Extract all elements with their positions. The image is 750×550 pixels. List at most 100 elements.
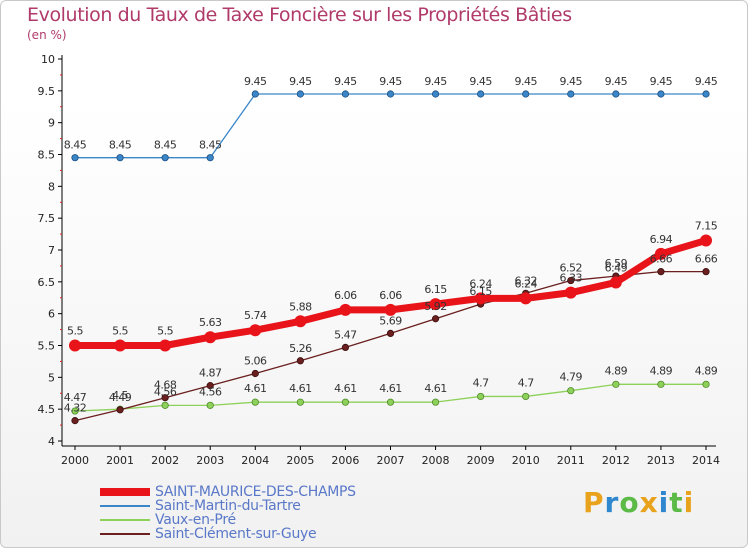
legend: SAINT-MAURICE-DES-CHAMPS Saint-Martin-du… <box>100 484 400 542</box>
data-point <box>71 417 79 425</box>
chart-title: Evolution du Taux de Taxe Foncière sur l… <box>27 4 572 26</box>
data-label: 5.5 <box>112 325 128 338</box>
data-label: 5.47 <box>334 328 357 341</box>
data-label: 4.61 <box>289 382 312 395</box>
data-label: 6.66 <box>695 253 718 266</box>
data-label: 9.45 <box>469 75 492 88</box>
data-label: 6.33 <box>560 272 583 285</box>
data-label: 5.06 <box>244 355 267 368</box>
data-point <box>522 90 530 98</box>
data-label: 5.5 <box>67 325 83 338</box>
data-point <box>431 90 440 98</box>
legend-label: Vaux-en-Pré <box>155 512 236 528</box>
x-tick-label: 2000 <box>61 454 89 467</box>
x-tick-label: 2008 <box>422 454 450 467</box>
legend-swatch-saint-maurice <box>100 488 150 496</box>
legend-label: Saint-Clément-sur-Guye <box>155 526 317 542</box>
data-point <box>702 90 710 98</box>
x-tick-label: 2011 <box>557 454 585 467</box>
data-label: 4.32 <box>64 402 87 415</box>
data-point <box>71 407 79 415</box>
x-tick-label: 2005 <box>286 454 314 467</box>
data-label: 9.45 <box>334 75 357 88</box>
data-label: 8.45 <box>154 139 177 152</box>
data-point <box>431 398 440 406</box>
legend-item-vaux: Vaux-en-Pré <box>100 512 400 528</box>
proxiti-logo: Proxiti <box>583 486 694 519</box>
legend-item-saint-martin: Saint-Martin-du-Tartre <box>100 498 400 514</box>
data-label: 6.52 <box>560 262 583 275</box>
y-tick-label: 10 <box>41 53 55 66</box>
data-point <box>251 398 259 406</box>
y-tick-label: 7.5 <box>38 212 56 225</box>
x-tick-label: 2001 <box>106 454 134 467</box>
legend-label: SAINT-MAURICE-DES-CHAMPS <box>155 484 356 500</box>
legend-swatch-saint-martin <box>100 505 150 507</box>
data-label: 6.06 <box>334 289 357 302</box>
data-point <box>567 276 575 285</box>
data-label: 9.45 <box>244 75 267 88</box>
data-point <box>386 90 395 98</box>
data-point <box>206 382 214 390</box>
data-label: 6.24 <box>514 277 537 290</box>
data-point <box>251 90 259 98</box>
x-tick-label: 2002 <box>151 454 179 467</box>
legend-label: Saint-Martin-du-Tartre <box>155 498 301 514</box>
data-label: 6.49 <box>605 261 628 274</box>
data-label: 7.15 <box>695 219 718 232</box>
data-point <box>296 357 304 365</box>
data-label: 5.26 <box>289 342 312 355</box>
data-point <box>567 387 575 395</box>
data-point <box>612 90 620 98</box>
data-point <box>654 247 667 260</box>
data-point <box>657 268 665 276</box>
data-label: 8.45 <box>64 139 87 152</box>
data-label: 4.7 <box>473 376 489 389</box>
data-label: 9.45 <box>424 75 447 88</box>
data-label: 6.32 <box>514 274 537 287</box>
data-label: 5.74 <box>244 309 267 322</box>
data-label: 4.7 <box>518 376 534 389</box>
data-point <box>159 339 172 352</box>
data-point <box>69 339 81 352</box>
data-label: 9.45 <box>695 75 718 88</box>
data-point <box>204 331 217 344</box>
x-tick-label: 2014 <box>692 454 720 467</box>
data-label: 4.49 <box>109 391 132 404</box>
data-label: 9.45 <box>560 75 583 88</box>
data-label: 6.06 <box>379 289 402 302</box>
y-tick-label: 4.5 <box>38 403 56 416</box>
data-point <box>522 392 530 401</box>
data-label: 6.66 <box>650 253 673 266</box>
data-point <box>657 90 665 98</box>
legend-swatch-saint-clement <box>100 533 150 535</box>
data-label: 6.15 <box>424 283 447 296</box>
logo-text: Proxiti <box>583 486 695 519</box>
data-point <box>161 154 169 162</box>
y-tick-label: 6 <box>48 308 55 321</box>
data-label: 9.45 <box>514 75 537 88</box>
data-point <box>206 154 214 162</box>
data-point <box>114 339 127 352</box>
data-label: 4.56 <box>154 385 177 398</box>
data-label: 9.45 <box>650 75 673 88</box>
y-tick-label: 9 <box>48 117 55 130</box>
data-label: 4.56 <box>199 385 222 398</box>
data-point <box>116 406 124 414</box>
data-label: 4.61 <box>244 382 267 395</box>
data-point <box>564 286 577 299</box>
data-point <box>477 90 485 98</box>
data-label: 8.45 <box>109 139 132 152</box>
data-label: 6.59 <box>605 257 628 270</box>
y-tick-label: 7 <box>48 244 55 257</box>
x-tick-label: 2007 <box>377 454 405 467</box>
data-label: 4.61 <box>424 382 447 395</box>
data-point <box>249 324 262 337</box>
data-label: 4.89 <box>650 364 673 377</box>
data-label: 4.87 <box>199 367 222 380</box>
data-point <box>702 268 710 276</box>
x-tick-label: 2006 <box>331 454 359 467</box>
data-label: 6.94 <box>650 233 673 246</box>
data-point <box>474 292 487 305</box>
x-tick-label: 2003 <box>196 454 224 467</box>
